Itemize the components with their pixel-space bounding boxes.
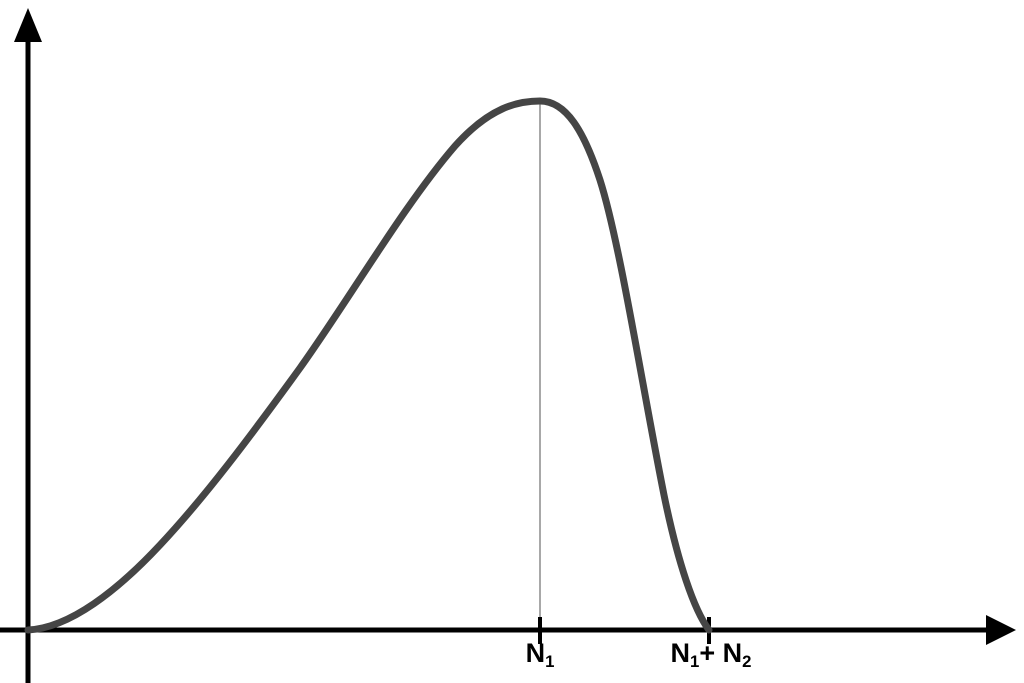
tick-label-n1-subscript: 1 — [545, 652, 555, 672]
x-tick-label-n1-plus-n2: N1+ N2 — [670, 638, 752, 670]
distribution-curve — [24, 97, 713, 634]
x-axis-arrowhead — [986, 615, 1016, 645]
tick-label-n1-letter: N — [525, 638, 546, 668]
tick-label-n2-letter: N — [722, 638, 743, 668]
tick-label-n1b-letter: N — [670, 638, 691, 668]
x-tick-label-n1: N1 — [525, 638, 555, 670]
tick-label-n2-subscript: 2 — [742, 652, 752, 672]
tick-label-n1b-subscript: 1 — [690, 652, 700, 672]
y-axis-arrowhead — [14, 8, 42, 42]
plus-sign: + — [699, 638, 716, 668]
